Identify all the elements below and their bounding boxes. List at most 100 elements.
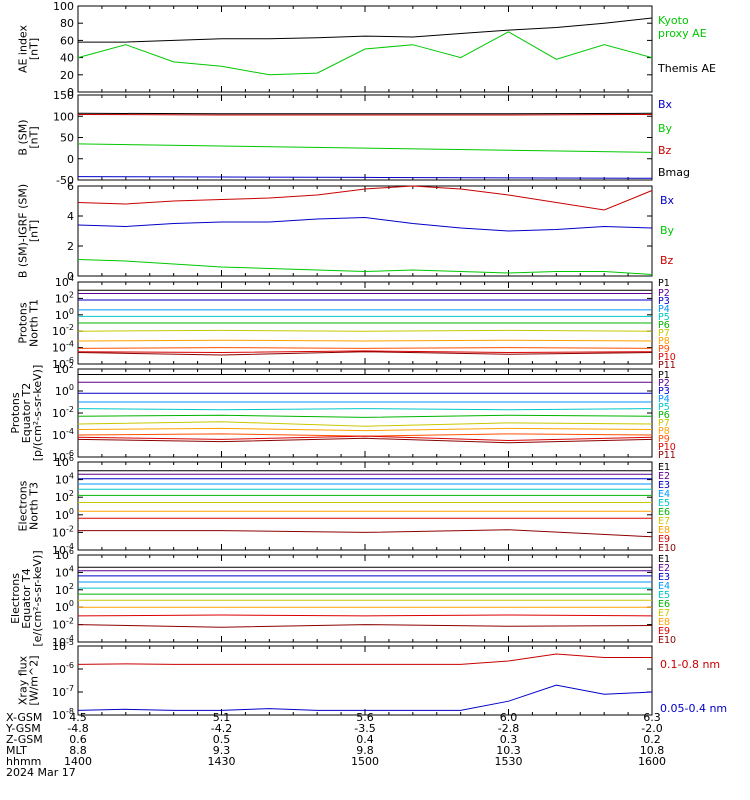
y-tick-label: 102	[55, 582, 74, 597]
y-axis-label: [e/(cm²-s-sr-keV)]	[31, 550, 44, 646]
series-line-p8	[77, 339, 653, 342]
y-tick-label: -50	[56, 174, 74, 187]
legend-p3: P3	[658, 296, 670, 307]
y-tick-label: 102	[55, 361, 74, 376]
x-axis-value: 9.8	[356, 744, 374, 757]
legend-p5: P5	[658, 312, 670, 323]
panel-xray: 10-8 10-7 10-6 10-5 Xray flux[W/m^2] 0.1-0.8 …	[17, 638, 728, 722]
y-axis-label: North T3	[28, 482, 41, 530]
legend-e1: E1	[658, 462, 670, 473]
x-axis-value: -4.8	[67, 722, 88, 735]
panel-bigrf: 0 2 4 6 B (SM)-IGRF (SM)[nT] Bx By Bz	[17, 180, 675, 283]
y-tick-label: 6	[67, 180, 74, 193]
series-line-p10	[77, 435, 653, 442]
series-line-e10	[77, 624, 653, 628]
y-axis-label: B (SM)	[17, 119, 30, 155]
legend-p11: P11	[658, 450, 676, 461]
series-line-p7	[77, 329, 653, 332]
legend-bz: Bz	[658, 144, 672, 157]
legend-p9: P9	[658, 434, 670, 445]
legend-e5: E5	[658, 498, 670, 509]
legend-proxy-ae: proxy AE	[658, 27, 707, 40]
legend-themis-ae: Themis AE	[657, 62, 716, 75]
legend-e9: E9	[658, 626, 670, 637]
x-axis-value: 5.1	[213, 711, 231, 724]
legend-p8: P8	[658, 336, 670, 347]
y-tick-label: 10-5	[52, 638, 74, 653]
y-tick-label: 102	[55, 489, 74, 504]
x-axis-value: 4.5	[69, 711, 87, 724]
series-group-ee	[77, 566, 653, 628]
series-line-e10	[78, 529, 653, 538]
y-tick-label: 10-2	[52, 405, 74, 420]
y-tick-label: 0	[67, 153, 74, 166]
series-line-by	[77, 143, 653, 153]
series-line-p11	[77, 437, 653, 444]
x-row-label-xgsm: X-GSM	[6, 711, 42, 724]
legend-e8: E8	[658, 525, 670, 536]
legend-p4: P4	[658, 394, 670, 405]
y-axis-label: Protons	[9, 392, 22, 433]
legend-0-1-0-8-nm: 0.1-0.8 nm	[660, 658, 720, 671]
series-line-p11	[77, 351, 653, 356]
y-axis-label: Electrons	[17, 480, 30, 531]
legend-e1: E1	[658, 554, 670, 565]
x-row-label-zgsm: Z-GSM	[6, 733, 43, 746]
y-axis-label: [W/m^2]	[28, 655, 41, 705]
x-axis-value: -4.2	[211, 722, 232, 735]
legend-e4: E4	[658, 489, 670, 500]
x-axis-value: -3.5	[354, 722, 375, 735]
y-tick-label: 10-2	[52, 524, 74, 539]
legend-p6: P6	[658, 320, 670, 331]
x-axis-value: 1500	[351, 755, 379, 768]
legend-p9: P9	[658, 344, 670, 355]
y-axis-label: [nT]	[28, 126, 41, 148]
series-group-en	[78, 470, 653, 538]
x-axis-value: 1430	[208, 755, 236, 768]
series-line-bz	[77, 185, 653, 211]
legend-p3: P3	[658, 386, 670, 397]
y-tick-label: 10-2	[52, 617, 74, 632]
y-tick-label: 100	[55, 507, 74, 522]
series-line-bx	[77, 216, 653, 232]
legend-p7: P7	[658, 328, 670, 339]
series-line-p10	[77, 350, 653, 354]
series-line-p7	[77, 421, 653, 427]
series-group-pn	[77, 289, 653, 356]
legend-e4: E4	[658, 581, 670, 592]
x-axis-value: 10.3	[496, 744, 521, 757]
x-row-label-hhmm: hhmm	[6, 755, 41, 768]
y-tick-label: 20	[60, 69, 74, 82]
y-tick-label: 0	[67, 86, 74, 99]
series-line-e9	[77, 614, 653, 617]
x-axis-value: 0.2	[643, 733, 661, 746]
legend-e6: E6	[658, 507, 670, 518]
x-axis-value: 8.8	[69, 744, 87, 757]
series-group-bsm	[77, 112, 653, 179]
series-line-p8	[77, 427, 653, 432]
legend-e7: E7	[658, 516, 670, 527]
y-tick-label: 104	[55, 564, 74, 579]
y-axis-label: AE index	[17, 24, 30, 73]
y-tick-label: 10-6	[52, 449, 74, 464]
legend-e3: E3	[658, 480, 670, 491]
legend-e9: E9	[658, 534, 670, 545]
x-axis-value: 0.6	[69, 733, 87, 746]
legend-e5: E5	[658, 590, 670, 601]
x-axis-value: 1530	[495, 755, 523, 768]
y-tick-label: 100	[53, 110, 74, 123]
y-axis-label: North T1	[28, 299, 41, 347]
y-axis-label: Xray flux	[17, 655, 30, 705]
x-date-label: 2024 Mar 17	[6, 766, 76, 779]
y-tick-label: 60	[60, 34, 74, 47]
legend-p2: P2	[658, 378, 670, 389]
legend-p1: P1	[658, 278, 670, 289]
y-tick-label: 100	[55, 307, 74, 322]
y-axis-label: Electrons	[9, 573, 22, 624]
y-axis-label: [nT]	[28, 38, 41, 60]
